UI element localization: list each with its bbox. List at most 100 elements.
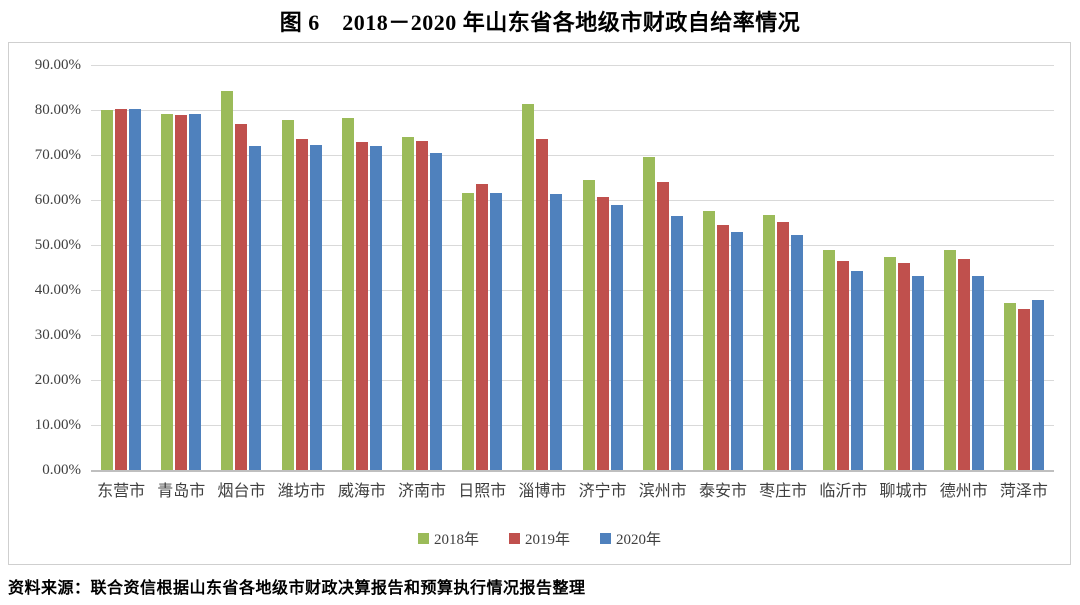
bar-group xyxy=(91,65,151,470)
category-label: 聊城市 xyxy=(879,483,928,500)
category-label: 淄博市 xyxy=(518,483,567,500)
gridline xyxy=(91,380,1054,381)
category-label: 菏泽市 xyxy=(999,483,1048,500)
bar-group xyxy=(332,65,392,470)
legend-label: 2018年 xyxy=(433,532,479,548)
chart-area: 90.00% 80.00% 70.00% 60.00% 50.00% 40.00% 30.0… xyxy=(8,42,1071,565)
bar xyxy=(536,139,549,470)
y-tick-label: 10.00% xyxy=(34,417,81,433)
y-tick-label: 30.00% xyxy=(34,327,81,343)
gridline xyxy=(91,65,1054,66)
y-tick-label: 0.00% xyxy=(42,462,81,478)
category-label: 潍坊市 xyxy=(277,483,326,500)
bar xyxy=(777,221,790,470)
bar xyxy=(476,183,489,470)
legend-item: 2018年 xyxy=(417,528,479,549)
category-label: 烟台市 xyxy=(217,483,266,500)
bar-group xyxy=(151,65,211,470)
bar xyxy=(129,109,142,470)
bar-group xyxy=(633,65,693,470)
y-tick-label: 40.00% xyxy=(34,282,81,298)
gridline xyxy=(91,155,1054,156)
gridline xyxy=(91,110,1054,111)
bar-group xyxy=(994,65,1054,470)
category-label: 东营市 xyxy=(97,483,146,500)
x-axis: 东营市 青岛市 烟台市 潍坊市 威海市 济南市 日照市 淄博市 济宁市 滨州市 泰安市 枣庄市 临沂市聊… xyxy=(91,477,1054,501)
bar xyxy=(462,192,475,470)
bar xyxy=(355,141,368,470)
bar xyxy=(221,90,234,470)
gridline xyxy=(91,425,1054,426)
legend-label: 2020年 xyxy=(616,532,662,548)
bar xyxy=(957,258,970,470)
gridline xyxy=(91,335,1054,336)
bar-group xyxy=(211,65,271,470)
bar xyxy=(161,114,174,470)
category-label: 枣庄市 xyxy=(759,483,808,500)
bar xyxy=(402,137,415,470)
bar xyxy=(1031,300,1044,470)
bar xyxy=(115,108,128,470)
bar-group xyxy=(392,65,452,470)
category-label: 临沂市 xyxy=(819,483,868,500)
bar xyxy=(730,232,743,470)
y-tick-label: 50.00% xyxy=(34,237,81,253)
bars-row xyxy=(91,65,1054,470)
gridline xyxy=(91,290,1054,291)
bar xyxy=(189,114,202,470)
bar xyxy=(416,140,429,470)
bar xyxy=(101,110,114,470)
bar xyxy=(522,104,535,470)
y-tick-label: 70.00% xyxy=(34,147,81,163)
bar-group xyxy=(753,65,813,470)
bar xyxy=(642,156,655,470)
category-label: 德州市 xyxy=(939,483,988,500)
category-label: 滨州市 xyxy=(638,483,687,500)
bar xyxy=(823,250,836,470)
y-tick-label: 80.00% xyxy=(34,102,81,118)
bar xyxy=(235,123,248,470)
legend-swatch-icon xyxy=(508,533,520,544)
bar xyxy=(837,261,850,470)
bar xyxy=(911,275,924,470)
bar xyxy=(851,270,864,470)
bar xyxy=(430,153,443,470)
bar xyxy=(670,215,683,470)
bar-group xyxy=(813,65,873,470)
bar xyxy=(971,275,984,470)
bar xyxy=(656,182,669,470)
gridline xyxy=(91,200,1054,201)
figure-title: 图 6 2018－2020 年山东省各地级市财政自给率情况 xyxy=(279,10,801,35)
bar xyxy=(1003,302,1016,470)
bar xyxy=(341,118,354,470)
bar-group xyxy=(512,65,572,470)
category-label: 济宁市 xyxy=(578,483,627,500)
bar xyxy=(596,197,609,470)
bar xyxy=(791,235,804,470)
gridline xyxy=(91,245,1054,246)
legend-label: 2019年 xyxy=(524,532,570,548)
y-tick-label: 90.00% xyxy=(34,57,81,73)
source-note: 资料来源：联合资信根据山东省各地级市财政决算报告和预算执行情况报告整理 xyxy=(8,580,586,597)
legend: 2018年 2019年 2020年 xyxy=(9,528,1070,549)
bar xyxy=(175,114,188,470)
bar xyxy=(550,193,563,470)
category-label: 泰安市 xyxy=(698,483,747,500)
legend-swatch-icon xyxy=(600,533,611,544)
bar xyxy=(943,250,956,470)
bar xyxy=(716,224,729,470)
bar xyxy=(897,263,910,470)
legend-swatch-icon xyxy=(417,533,429,544)
bar xyxy=(582,179,595,470)
bar xyxy=(702,210,715,470)
legend-item: 2020年 xyxy=(600,528,661,549)
plot-area xyxy=(91,65,1054,472)
category-label: 日照市 xyxy=(458,483,507,500)
bar-group xyxy=(934,65,994,470)
bar-group xyxy=(693,65,753,470)
bar-group xyxy=(873,65,933,470)
bar-group xyxy=(573,65,633,470)
bar xyxy=(490,192,503,470)
category-label: 威海市 xyxy=(337,483,386,500)
